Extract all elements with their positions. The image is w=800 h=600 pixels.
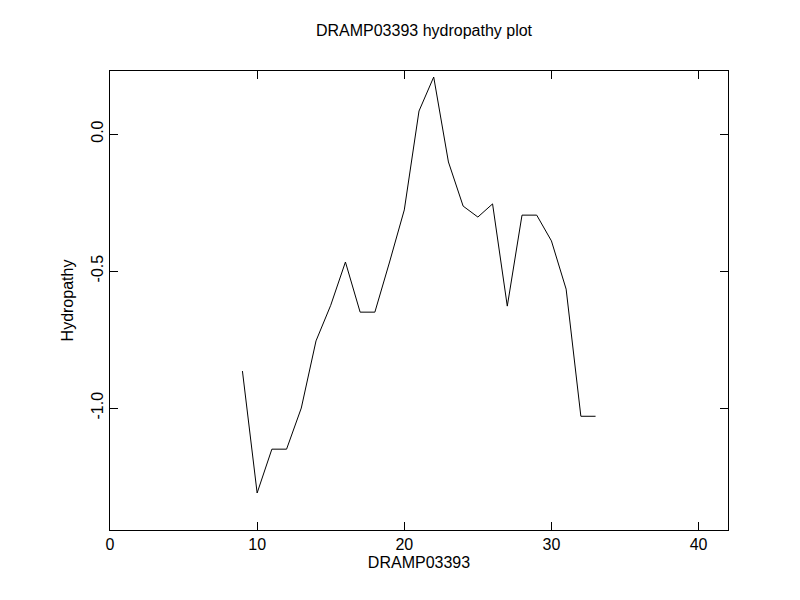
svg-text:0.0: 0.0 [89, 120, 106, 142]
svg-text:Hydropathy: Hydropathy [59, 260, 76, 342]
svg-text:DRAMP03393: DRAMP03393 [368, 554, 470, 571]
svg-text:-1.0: -1.0 [89, 392, 106, 420]
svg-text:10: 10 [248, 536, 266, 553]
svg-text:30: 30 [543, 536, 561, 553]
svg-text:DRAMP03393 hydropathy plot: DRAMP03393 hydropathy plot [316, 22, 533, 39]
svg-text:40: 40 [690, 536, 708, 553]
svg-text:20: 20 [395, 536, 413, 553]
svg-text:0: 0 [106, 536, 115, 553]
svg-text:-0.5: -0.5 [89, 255, 106, 283]
